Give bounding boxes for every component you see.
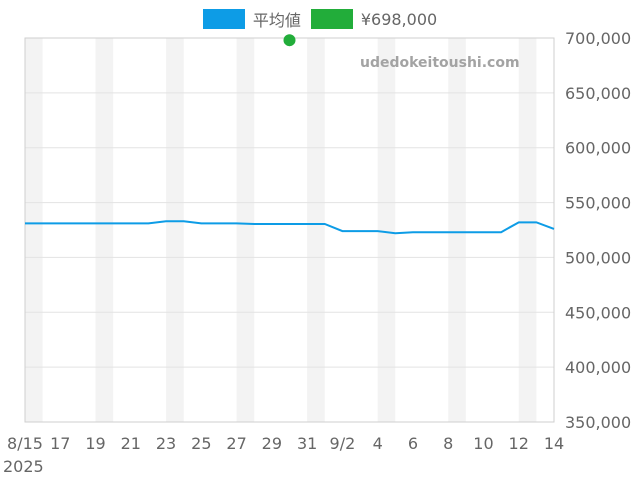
legend-swatch-average xyxy=(202,9,245,29)
y-tick-label: 650,000 xyxy=(565,84,631,103)
x-tick-label: 31 xyxy=(297,434,317,453)
x-tick-label: 6 xyxy=(408,434,418,453)
x-tick-label: 9/2 xyxy=(330,434,356,453)
series-line-average xyxy=(25,220,555,235)
x-tick-label: 23 xyxy=(156,434,176,453)
x-tick-label: 25 xyxy=(191,434,211,453)
x-tick-label: 8/15 xyxy=(7,434,43,453)
chart-band xyxy=(307,38,325,422)
y-tick-label: 400,000 xyxy=(565,358,631,377)
x-tick-label: 12 xyxy=(509,434,529,453)
x-tick-label: 4 xyxy=(373,434,383,453)
legend-swatch-price xyxy=(310,9,353,29)
chart-band xyxy=(25,38,43,422)
chart-band xyxy=(95,38,114,422)
chart-band xyxy=(377,38,396,422)
chart-legend: 平均値 ¥698,000 xyxy=(0,8,640,30)
y-tick-label: 700,000 xyxy=(565,29,631,48)
chart-band xyxy=(166,38,184,422)
y-tick-label: 350,000 xyxy=(565,413,631,432)
x-tick-label: 27 xyxy=(226,434,246,453)
legend-item-average[interactable]: 平均値 xyxy=(202,7,301,31)
x-tick-label: 19 xyxy=(85,434,105,453)
y-tick-label: 600,000 xyxy=(565,139,631,158)
data-point-price xyxy=(283,34,296,47)
x-axis-year-label: 2025 xyxy=(3,457,44,476)
chart-band xyxy=(236,38,255,422)
y-tick-label: 550,000 xyxy=(565,194,631,213)
x-tick-label: 10 xyxy=(473,434,493,453)
chart-band xyxy=(448,38,466,422)
chart-band xyxy=(518,38,537,422)
y-tick-label: 500,000 xyxy=(565,248,631,267)
x-tick-label: 8 xyxy=(443,434,453,453)
x-tick-label: 14 xyxy=(544,434,564,453)
watermark: udedokeitoushi.com xyxy=(360,55,520,71)
legend-item-price[interactable]: ¥698,000 xyxy=(310,9,438,29)
x-tick-label: 21 xyxy=(121,434,141,453)
legend-label-average: 平均値 xyxy=(252,11,301,30)
x-tick-label: 17 xyxy=(50,434,70,453)
x-tick-label: 29 xyxy=(262,434,282,453)
y-tick-label: 450,000 xyxy=(565,303,631,322)
legend-label-price: ¥698,000 xyxy=(360,9,438,29)
